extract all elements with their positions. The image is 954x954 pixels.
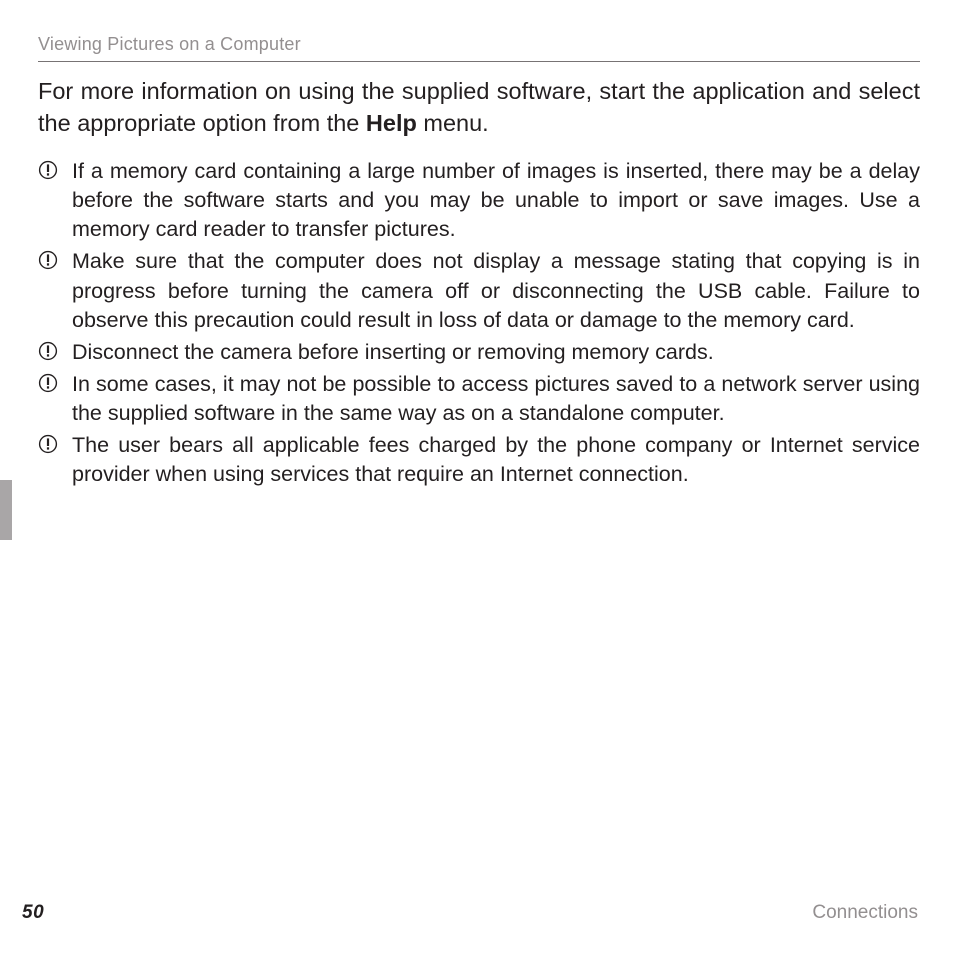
intro-paragraph: For more information on using the suppli… <box>38 76 920 139</box>
list-item: If a memory card containing a large numb… <box>38 157 920 244</box>
list-item: Disconnect the camera before inserting o… <box>38 338 920 367</box>
caution-circle-icon <box>38 341 58 361</box>
caution-circle-icon <box>38 160 58 180</box>
intro-text-bold: Help <box>366 110 417 136</box>
list-item-text: If a memory card containing a large numb… <box>72 159 920 241</box>
list-item-text: Disconnect the camera before inserting o… <box>72 340 714 364</box>
caution-list: If a memory card containing a large numb… <box>38 157 920 488</box>
list-item-text: In some cases, it may not be possible to… <box>72 372 920 425</box>
page-number: 50 <box>22 902 44 924</box>
list-item: Make sure that the computer does not dis… <box>38 247 920 334</box>
list-item-text: Make sure that the computer does not dis… <box>72 249 920 331</box>
caution-circle-icon <box>38 434 58 454</box>
caution-circle-icon <box>38 250 58 270</box>
list-item: In some cases, it may not be possible to… <box>38 370 920 428</box>
chapter-label: Connections <box>812 902 918 924</box>
list-item-text: The user bears all applicable fees charg… <box>72 433 920 486</box>
page-footer: 50 Connections <box>22 902 918 924</box>
intro-text-post: menu. <box>417 110 489 136</box>
section-title: Viewing Pictures on a Computer <box>38 34 920 55</box>
header-rule <box>38 61 920 62</box>
caution-circle-icon <box>38 373 58 393</box>
manual-page: Viewing Pictures on a Computer For more … <box>0 0 954 954</box>
list-item: The user bears all applicable fees charg… <box>38 431 920 489</box>
section-tab <box>0 480 12 540</box>
